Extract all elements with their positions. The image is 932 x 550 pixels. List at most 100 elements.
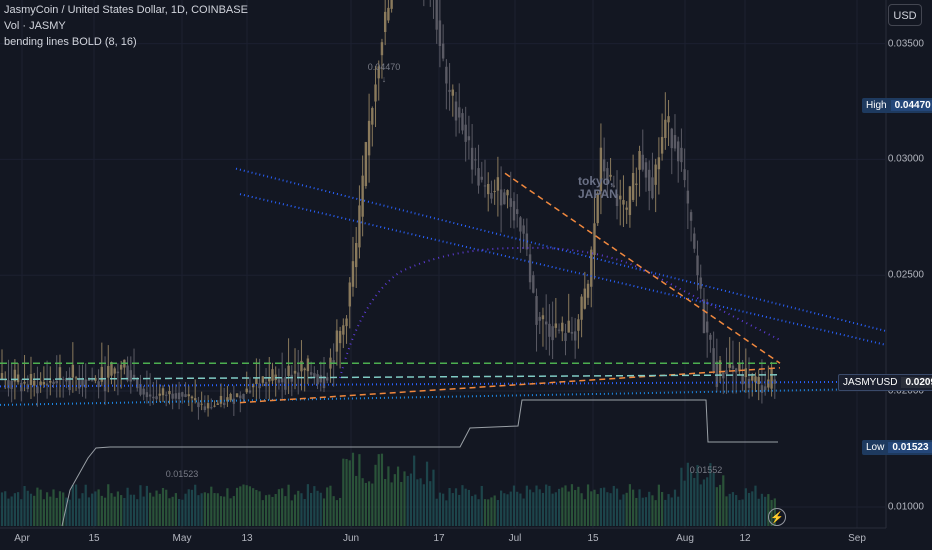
volume-bar [4, 491, 7, 526]
volume-bar [496, 500, 499, 526]
price-tick-label: 0.02500 [887, 269, 924, 281]
volume-bar [709, 463, 712, 526]
candle-body [593, 223, 596, 255]
currency-button[interactable]: USD [888, 4, 922, 26]
candle-body [309, 372, 313, 375]
volume-bar [554, 492, 557, 526]
volume-bar [319, 492, 322, 526]
candle-body [696, 255, 699, 276]
candle-body [306, 358, 310, 372]
volume-bar [425, 461, 429, 526]
volume-bar [570, 484, 574, 526]
volume-bar [609, 493, 612, 526]
volume-bar [197, 495, 200, 526]
volume-bar [239, 486, 242, 526]
candle-body [26, 384, 29, 390]
candle-body [773, 379, 776, 384]
volume-bar [583, 499, 586, 526]
candle-body [332, 360, 335, 364]
volume-bar [345, 458, 348, 526]
volume-bar [564, 485, 567, 526]
step-line [61, 399, 778, 527]
volume-bar [10, 496, 13, 526]
volume-bar [206, 493, 210, 526]
watermark: tokyo, JAPAN [578, 175, 618, 201]
candle-body [177, 392, 181, 400]
volume-bar [522, 498, 525, 526]
candle-body [612, 185, 615, 188]
candle-body [705, 321, 709, 333]
candle-body [258, 383, 261, 389]
candle-body [148, 394, 152, 397]
time-tick-label: 17 [433, 533, 445, 544]
candle-body [55, 380, 58, 384]
volume-bar [87, 497, 91, 526]
volume-bar [454, 488, 458, 526]
candle-body [158, 393, 161, 396]
volume-bar [606, 492, 609, 526]
candle-body [535, 296, 538, 325]
volume-bar [219, 496, 223, 526]
candle-body [628, 186, 632, 215]
candle-body [516, 209, 519, 214]
dotted-trend-upper [235, 167, 886, 332]
candle-body [677, 141, 680, 162]
candle-body [477, 168, 480, 186]
price-tick-label: 0.03500 [887, 38, 924, 50]
volume-bar [74, 484, 78, 526]
volume-bar [413, 455, 416, 526]
volume-bar [174, 493, 177, 526]
candle-body [458, 107, 461, 118]
candle-body [586, 283, 590, 298]
candle-body [58, 367, 62, 380]
time-tick-label: 15 [587, 533, 599, 544]
candle-body [751, 375, 754, 381]
volume-bar [0, 492, 4, 526]
volume-bar [712, 472, 715, 526]
candle-body [181, 392, 184, 397]
volume-bar [65, 497, 68, 526]
candle-body [570, 331, 574, 334]
volume-bar [229, 498, 232, 526]
volume-legend[interactable]: Vol · JASMY [4, 20, 66, 32]
volume-bar [622, 494, 625, 526]
volume-bar [203, 492, 206, 526]
candle-body [554, 323, 558, 328]
candle-body [303, 368, 306, 371]
candle-body [670, 128, 673, 149]
volume-bar [673, 489, 677, 526]
candle-body [10, 380, 13, 390]
volume-bar [284, 496, 287, 526]
price-tick-label: 0.02000 [887, 385, 924, 397]
volume-bar [735, 495, 738, 526]
volume-bar [760, 493, 764, 526]
candle-body [767, 379, 770, 388]
candle-body [7, 380, 10, 389]
candle-body [583, 288, 587, 309]
candle-body [474, 159, 477, 161]
candle-body [580, 296, 583, 320]
candle-body [451, 89, 454, 96]
candle-body [358, 205, 361, 248]
volume-bar [693, 477, 696, 526]
candle-body [757, 377, 760, 385]
candle-body [152, 396, 155, 399]
candle-body [480, 176, 483, 180]
lightning-icon[interactable]: ⚡ [768, 508, 786, 526]
green-level-lower [0, 374, 781, 381]
volume-bar [142, 496, 145, 526]
volume-bar [84, 484, 87, 526]
candle-body [100, 366, 104, 382]
volume-bar [62, 492, 65, 526]
volume-bar [110, 493, 113, 526]
candle-body [615, 194, 619, 207]
candle-body [383, 11, 387, 33]
symbol-title[interactable]: JasmyCoin / United States Dollar, 1D, CO… [4, 4, 248, 16]
candle-body [699, 277, 702, 289]
watermark-line1: tokyo, [578, 174, 614, 188]
volume-bar [297, 490, 300, 526]
candle-body [519, 217, 522, 232]
volume-bar [461, 485, 464, 526]
indicator-legend[interactable]: bending lines BOLD (8, 16) [4, 36, 137, 48]
